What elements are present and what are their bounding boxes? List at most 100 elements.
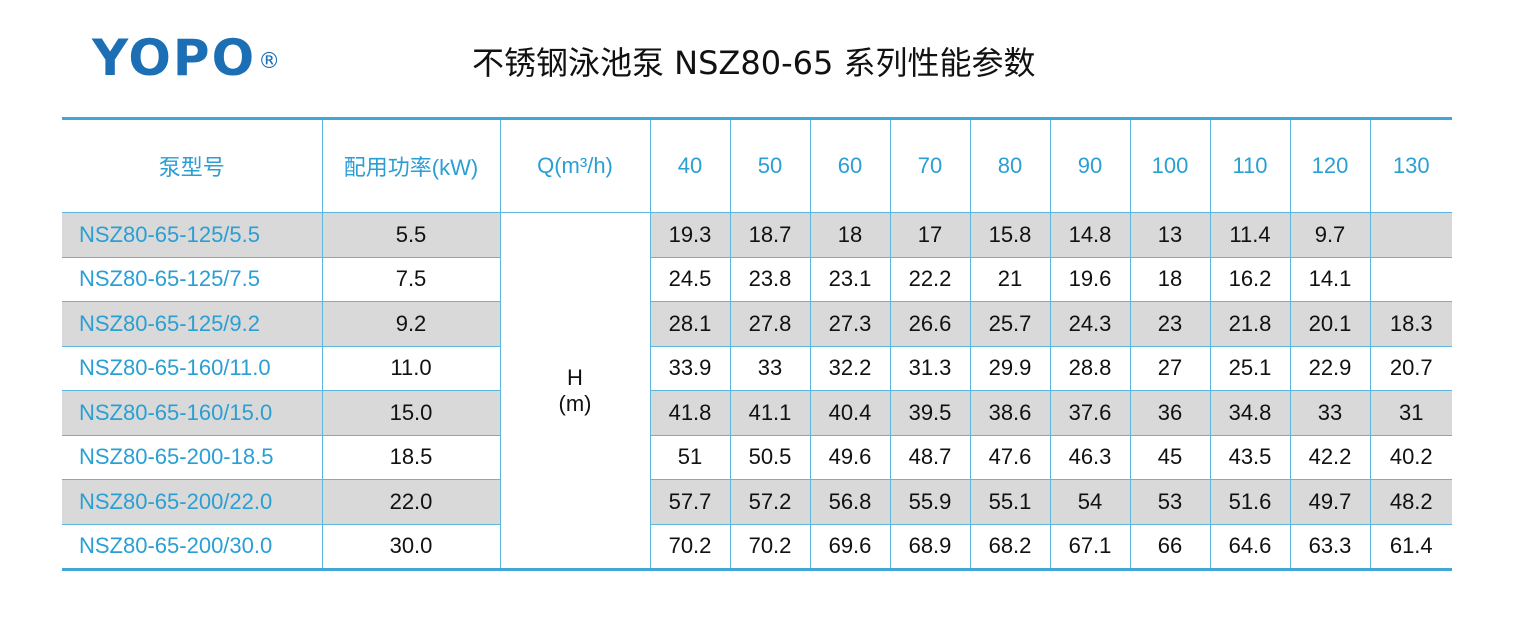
- head-value-cell: 63.3: [1290, 524, 1371, 570]
- head-value-cell: 22.9: [1290, 346, 1371, 391]
- head-value-cell: 24.3: [1050, 301, 1131, 347]
- head-value-cell: 56.8: [810, 479, 891, 525]
- head-value-cell: 70.2: [650, 524, 731, 570]
- head-value-cell: 18.7: [730, 212, 811, 258]
- header-flow-value: 40: [650, 118, 731, 213]
- model-cell: NSZ80-65-125/9.2: [62, 301, 323, 347]
- head-value-cell: 70.2: [730, 524, 811, 570]
- head-value-cell: 57.7: [650, 479, 731, 525]
- head-value-cell: 33: [730, 346, 811, 391]
- head-value-cell: 17: [890, 212, 971, 258]
- model-cell: NSZ80-65-200/30.0: [62, 524, 323, 570]
- header-flow-value: 110: [1210, 118, 1291, 213]
- head-value-cell: 61.4: [1370, 524, 1452, 570]
- table-row: NSZ80-65-160/11.0 11.0 33.9 33 32.2 31.3 29.9 2…: [62, 346, 1452, 391]
- head-value-cell: 51.6: [1210, 479, 1291, 525]
- head-label: H: [567, 364, 583, 390]
- table-row: NSZ80-65-200/22.0 22.0 57.7 57.2 56.8 55.9 55.…: [62, 479, 1452, 525]
- head-value-cell: 33: [1290, 390, 1371, 436]
- table-row: NSZ80-65-125/7.5 7.5 24.5 23.8 23.1 22.2 21 19.…: [62, 257, 1452, 302]
- power-cell: 15.0: [322, 390, 501, 436]
- head-value-cell: 38.6: [970, 390, 1051, 436]
- head-value-cell: 46.3: [1050, 435, 1131, 480]
- head-value-cell: 18.3: [1370, 301, 1452, 347]
- head-value-cell: 28.1: [650, 301, 731, 347]
- head-value-cell: 19.3: [650, 212, 731, 258]
- model-cell: NSZ80-65-125/5.5: [62, 212, 323, 258]
- head-value-cell: 67.1: [1050, 524, 1131, 570]
- model-cell: NSZ80-65-160/15.0: [62, 390, 323, 436]
- head-value-cell: 28.8: [1050, 346, 1131, 391]
- head-value-cell: 22.2: [890, 257, 971, 302]
- head-value-cell: 55.9: [890, 479, 971, 525]
- head-value-cell: 23.1: [810, 257, 891, 302]
- header-flow-value: 60: [810, 118, 891, 213]
- head-value-cell: 41.1: [730, 390, 811, 436]
- table-row: NSZ80-65-160/15.0 15.0 41.8 41.1 40.4 39.5 38.…: [62, 390, 1452, 436]
- head-value-cell: 37.6: [1050, 390, 1131, 436]
- head-value-cell: 14.1: [1290, 257, 1371, 302]
- head-value-cell: 57.2: [730, 479, 811, 525]
- header-flow-value: 130: [1370, 118, 1452, 213]
- head-value-cell: 32.2: [810, 346, 891, 391]
- head-value-cell: 33.9: [650, 346, 731, 391]
- head-value-cell: 51: [650, 435, 731, 480]
- header-flow-value: 80: [970, 118, 1051, 213]
- head-value-cell: 41.8: [650, 390, 731, 436]
- head-value-cell: 25.1: [1210, 346, 1291, 391]
- head-value-cell: 26.6: [890, 301, 971, 347]
- head-value-cell: 55.1: [970, 479, 1051, 525]
- head-value-cell: 47.6: [970, 435, 1051, 480]
- power-cell: 11.0: [322, 346, 501, 391]
- head-value-cell: 36: [1130, 390, 1211, 436]
- head-value-cell: 49.6: [810, 435, 891, 480]
- head-value-cell: 24.5: [650, 257, 731, 302]
- head-value-cell: 49.7: [1290, 479, 1371, 525]
- head-value-cell: 23.8: [730, 257, 811, 302]
- logo-text: YOPO: [92, 29, 257, 87]
- head-value-cell: 42.2: [1290, 435, 1371, 480]
- head-value-cell: 31.3: [890, 346, 971, 391]
- power-cell: 22.0: [322, 479, 501, 525]
- head-value-cell: 45: [1130, 435, 1211, 480]
- head-value-cell: 15.8: [970, 212, 1051, 258]
- header-flow-value: 50: [730, 118, 811, 213]
- head-value-cell: 68.9: [890, 524, 971, 570]
- model-cell: NSZ80-65-200/22.0: [62, 479, 323, 525]
- head-value-cell: 53: [1130, 479, 1211, 525]
- header-power: 配用功率(kW): [322, 118, 501, 213]
- header-flow: Q(m³/h): [500, 118, 651, 213]
- head-value-cell: 14.8: [1050, 212, 1131, 258]
- head-value-cell: 54: [1050, 479, 1131, 525]
- head-value-cell: 13: [1130, 212, 1211, 258]
- head-value-cell: 18: [810, 212, 891, 258]
- head-value-cell: 21: [970, 257, 1051, 302]
- head-value-cell: 34.8: [1210, 390, 1291, 436]
- table-row: NSZ80-65-200-18.5 18.5 51 50.5 49.6 48.7 47.6 4…: [62, 435, 1452, 480]
- head-value-cell: 23: [1130, 301, 1211, 347]
- head-value-cell: 68.2: [970, 524, 1051, 570]
- performance-table: 泵型号 配用功率(kW) Q(m³/h) 40 50 60 70 80 90 1…: [62, 117, 1452, 571]
- power-cell: 5.5: [322, 212, 501, 258]
- head-value-cell: 64.6: [1210, 524, 1291, 570]
- head-label-cell: H (m): [500, 212, 651, 570]
- head-value-cell: 27.8: [730, 301, 811, 347]
- head-value-cell: 19.6: [1050, 257, 1131, 302]
- head-value-cell: 50.5: [730, 435, 811, 480]
- header-flow-value: 120: [1290, 118, 1371, 213]
- table-row: NSZ80-65-125/9.2 9.2 28.1 27.8 27.3 26.6 25.7 2…: [62, 301, 1452, 347]
- power-cell: 30.0: [322, 524, 501, 570]
- header-flow-value: 90: [1050, 118, 1131, 213]
- head-value-cell: 11.4: [1210, 212, 1291, 258]
- head-value-cell: [1370, 212, 1452, 258]
- head-value-cell: 39.5: [890, 390, 971, 436]
- head-value-cell: 9.7: [1290, 212, 1371, 258]
- brand-logo: YOPO®: [92, 28, 280, 88]
- power-cell: 7.5: [322, 257, 501, 302]
- head-unit: (m): [558, 390, 592, 416]
- head-value-cell: 29.9: [970, 346, 1051, 391]
- head-value-cell: 69.6: [810, 524, 891, 570]
- header-model: 泵型号: [62, 118, 323, 213]
- head-value-cell: 66: [1130, 524, 1211, 570]
- model-cell: NSZ80-65-200-18.5: [62, 435, 323, 480]
